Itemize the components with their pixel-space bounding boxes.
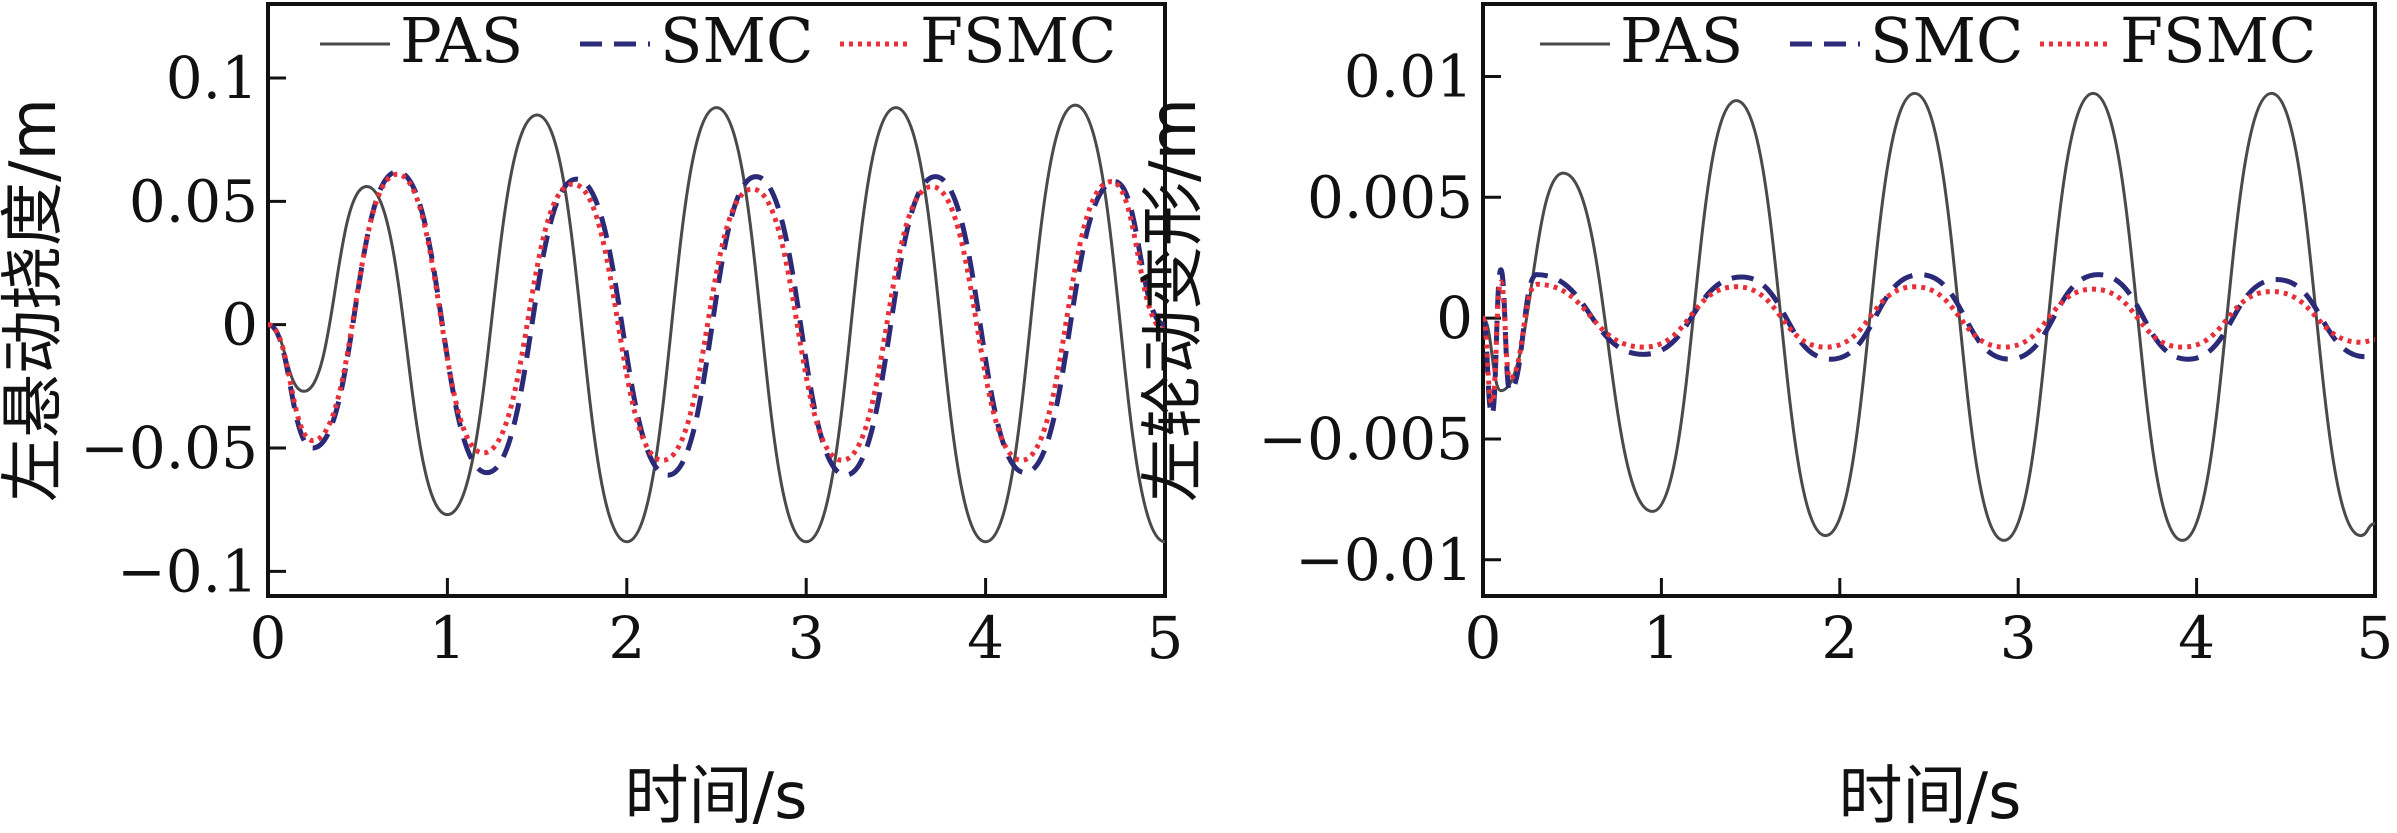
x-tick-label: 4 [2178, 604, 2215, 672]
plot-frame [266, 2, 1167, 598]
x-tick-label: 0 [1465, 604, 1502, 672]
series-line-pas [1483, 91, 2375, 542]
legend-label-pas: PAS [1620, 4, 1743, 77]
series-line-pas [268, 103, 1165, 544]
x-tick-label: 4 [967, 604, 1004, 672]
series-line-fsmc [1483, 279, 2375, 406]
x-tick-label: 2 [1821, 604, 1858, 672]
x-tick-label: 0 [250, 604, 287, 672]
x-tick-label: 3 [788, 604, 825, 672]
x-tick-label: 2 [608, 604, 645, 672]
y-axis-title: 左轮动变形/m [1137, 98, 1211, 502]
chart-panel-right: 0 1 2 3 4 5 −0.01 −0.005 0 0.005 0.01 PAS SMC FSMC 左轮动… [1137, 2, 2394, 833]
y-axis-title: 左悬动挠度/m [0, 98, 71, 502]
chart-panel-left: 0 1 2 3 4 5 −0.1 −0.05 0 0.05 0.1 PAS SMC FSMC 左悬动挠度/m… [0, 2, 1184, 833]
legend-label-smc: SMC [660, 4, 813, 77]
y-tick-label: −0.01 [1295, 526, 1473, 594]
series-line-smc [1483, 267, 2375, 418]
y-tick-label: 0 [221, 291, 258, 359]
legend-label-fsmc: FSMC [920, 4, 1116, 77]
series-line-fsmc [268, 171, 1165, 463]
y-tick-label: −0.1 [117, 537, 258, 605]
x-axis-title: 时间/s [1839, 760, 2022, 833]
legend-label-fsmc: FSMC [2120, 4, 2316, 77]
y-tick-label: 0.01 [1344, 42, 1473, 110]
x-axis-title: 时间/s [625, 760, 808, 833]
series-line-smc [268, 169, 1165, 478]
x-tick-label: 5 [1147, 604, 1184, 672]
y-tick-label: −0.05 [80, 414, 258, 482]
plot-frame [1481, 2, 2377, 598]
y-tick-label: 0.1 [166, 44, 258, 112]
legend-label-pas: PAS [400, 4, 523, 77]
y-tick-label: 0 [1436, 284, 1473, 352]
x-tick-label: 1 [1643, 604, 1680, 672]
x-tick-label: 3 [2000, 604, 2037, 672]
legend-label-smc: SMC [1870, 4, 2023, 77]
y-tick-label: −0.005 [1258, 405, 1473, 473]
y-tick-label: 0.05 [129, 167, 258, 235]
x-tick-label: 5 [2357, 604, 2394, 672]
y-tick-label: 0.005 [1307, 163, 1473, 231]
x-tick-label: 1 [429, 604, 466, 672]
